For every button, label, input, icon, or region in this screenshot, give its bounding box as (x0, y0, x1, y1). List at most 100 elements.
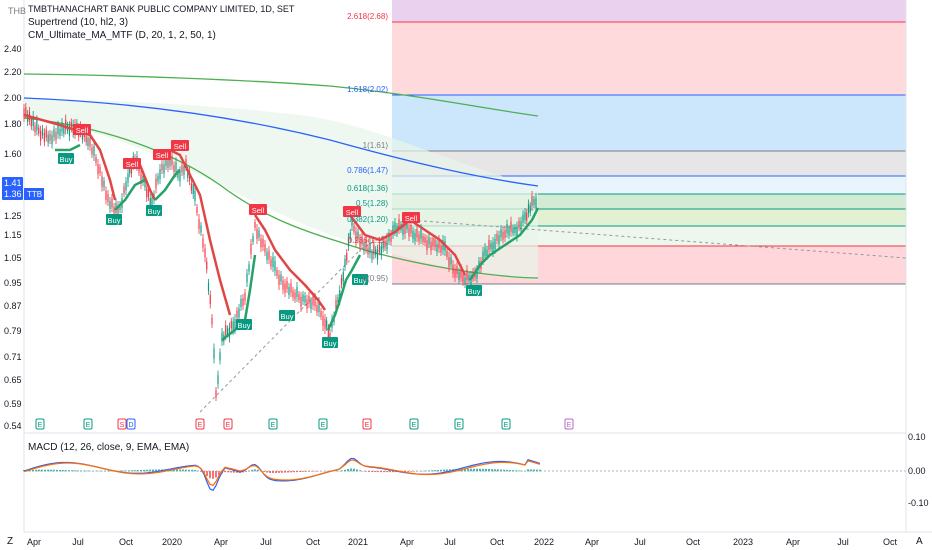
zoom-icon[interactable]: Z (7, 536, 14, 547)
sell-signal[interactable]: Sell (156, 151, 169, 160)
event-marker[interactable]: E (226, 422, 231, 429)
supertrend-down-segment (253, 214, 327, 311)
macd-histogram-bar (86, 470, 88, 472)
candle-body (254, 222, 256, 228)
candle-body (129, 165, 131, 174)
buy-signal[interactable]: Buy (108, 216, 121, 225)
macd-histogram-bar (434, 470, 436, 472)
event-marker[interactable]: E (321, 422, 326, 429)
candle-body (290, 283, 292, 293)
macd-legend[interactable]: MACD (12, 26, close, 9, EMA, EMA) (28, 442, 190, 453)
buy-sell-signals[interactable]: Sell Sell Sell Sell Sell Sell Sell Buy Buy Buy Buy… (58, 124, 482, 348)
buy-signal[interactable]: Buy (238, 321, 251, 330)
candle-body (264, 244, 266, 252)
event-marker[interactable]: S (120, 422, 125, 429)
candle-body (392, 225, 394, 235)
candle-body (234, 319, 236, 329)
candle-body (492, 242, 494, 252)
candle-body (270, 259, 272, 267)
candle-body (440, 245, 442, 253)
event-marker[interactable]: E (457, 422, 462, 429)
candle-body (312, 296, 314, 306)
candle-body (213, 348, 215, 359)
macd-histogram-bar (485, 468, 487, 472)
buy-signal[interactable]: Buy (468, 287, 481, 296)
supertrend-legend[interactable]: Supertrend (10, hl2, 3) (28, 17, 129, 28)
sell-signal[interactable]: Sell (174, 142, 187, 151)
candle-body (361, 236, 363, 245)
buy-signal[interactable]: Buy (60, 155, 73, 164)
candle-body (402, 225, 404, 235)
event-marker[interactable]: E (567, 422, 572, 429)
fib-level-label: 1(1.61) (363, 141, 389, 150)
macd-histogram-bar (287, 471, 289, 473)
candle-body (140, 174, 142, 184)
symbol-badge[interactable]: TTB (27, 190, 42, 199)
sell-signal[interactable]: Sell (126, 160, 139, 169)
sell-signal-bg (153, 149, 171, 160)
buy-signal[interactable]: Buy (281, 312, 294, 321)
event-marker[interactable]: D (128, 422, 133, 429)
macd-histogram-bar (464, 468, 466, 472)
sell-signal[interactable]: Sell (346, 208, 359, 217)
fib-level-label: 0.236(1.11) (348, 236, 389, 245)
macd-pane[interactable] (23, 457, 541, 492)
event-marker[interactable]: E (38, 422, 43, 429)
sell-signal[interactable]: Sell (252, 206, 265, 215)
event-marker[interactable]: E (365, 422, 370, 429)
buy-signal[interactable]: Buy (354, 276, 367, 285)
macd-histogram-bar (539, 469, 541, 472)
candle-body (526, 212, 528, 221)
auto-scale-button[interactable]: A (916, 536, 923, 547)
price-tick-label: 1.05 (4, 253, 22, 263)
candle-body (502, 231, 504, 240)
candle-body (262, 239, 264, 247)
event-marker[interactable]: E (412, 422, 417, 429)
ma-legend[interactable]: CM_Ultimate_MA_MTF (D, 20, 1, 2, 50, 1) (28, 30, 216, 41)
symbol-title[interactable]: TMBTHANACHART BANK PUBLIC COMPANY LIMITE… (28, 4, 295, 14)
macd-histogram-bar (494, 469, 496, 472)
candle-body (347, 237, 350, 247)
macd-histogram-bar (245, 471, 247, 472)
price-axis[interactable]: 2.40 2.20 2.00 1.80 1.60 1.411.36 1.25 1.15 1.05… (2, 44, 44, 431)
macd-histogram-bar (506, 469, 508, 472)
left-toolbar[interactable] (0, 0, 24, 550)
candle-body (442, 240, 444, 250)
candle-body (175, 162, 177, 173)
time-axis[interactable]: Apr Jul Oct 2020 Apr Jul Oct 2021 Apr Jul Oct 2022 A… (27, 537, 898, 547)
macd-histogram-bar (449, 469, 451, 472)
candle-body (531, 196, 533, 206)
buy-signal[interactable]: Buy (324, 339, 337, 348)
price-tick-label: 1.36 (4, 189, 22, 199)
time-tick-label: 2020 (162, 537, 182, 547)
candle-body (462, 275, 464, 283)
time-tick-label: Oct (490, 537, 505, 547)
price-tick-label: 0.71 (4, 352, 22, 362)
candle-body (286, 281, 288, 289)
event-marker[interactable]: E (198, 422, 203, 429)
candle-body (34, 125, 36, 133)
candle-body (119, 204, 121, 210)
macd-histogram-bar (209, 471, 211, 479)
ma-200-line (23, 73, 539, 117)
buy-signal[interactable]: Buy (148, 207, 161, 216)
event-marker[interactable]: E (86, 422, 91, 429)
candle-body (113, 206, 115, 214)
fib-level-label: 0.618(1.36) (347, 184, 388, 193)
sell-signal[interactable]: Sell (405, 214, 418, 223)
event-marker-bg (268, 418, 278, 430)
macd-histogram-bar (251, 469, 253, 472)
event-marker-bg (564, 418, 574, 430)
fib-level-label: 0.5(1.28) (356, 199, 388, 208)
macd-histogram-bar (230, 471, 232, 473)
candle-body (194, 191, 196, 201)
candle-body (159, 169, 161, 179)
event-marker[interactable]: E (504, 422, 509, 429)
sell-signal[interactable]: Sell (76, 126, 89, 135)
candle-body (142, 175, 144, 183)
macd-histogram-bar (185, 469, 187, 472)
macd-axis[interactable]: 0.10 0.00 -0.10 (908, 432, 929, 508)
event-marker[interactable]: E (271, 422, 276, 429)
